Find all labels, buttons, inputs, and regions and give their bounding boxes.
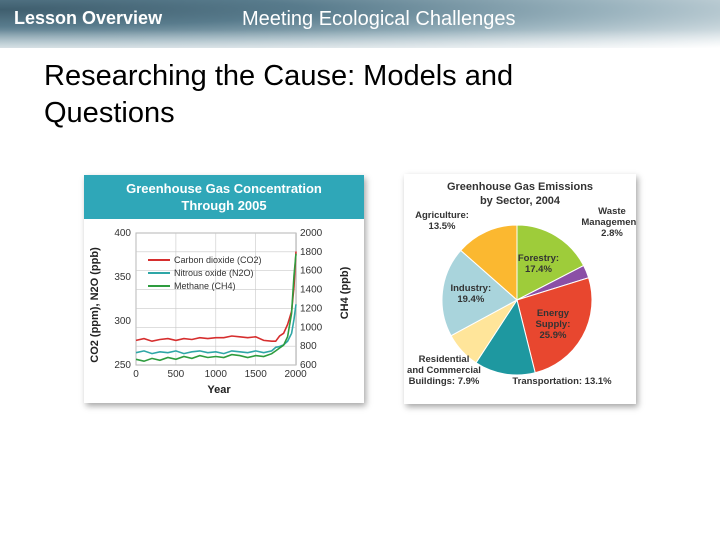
x-axis-label: Year [207,384,231,396]
chart-legend: Carbon dioxide (CO2) Nitrous oxide (N2O) M… [148,255,262,291]
x-tick-label: 2000 [284,369,307,380]
pie-title-line2: by Sector, 2004 [480,195,561,207]
pie-slice [460,224,518,302]
emissions-chart-figure: Greenhouse Gas Emissions by Sector, 2004 … [404,174,636,404]
lesson-label: Lesson Overview [14,8,163,28]
x-tick-label: 0 [133,369,139,380]
legend-label: Carbon dioxide (CO2) [174,255,262,265]
y-right-tick-label: 1400 [300,285,323,296]
pie-slice-label: Residential and Commercial Buildings: 7.9% [407,354,481,387]
y-right-tick-label: 2000 [300,228,323,239]
x-tick-label: 500 [168,369,185,380]
y-left-tick-label: 350 [114,272,131,283]
y-right-tick-label: 1000 [300,322,323,333]
y-right-tick-label: 800 [300,341,317,352]
y-right-tick-label: 1800 [300,247,323,258]
y-right-tick-label: 600 [300,360,317,371]
series-line-3 [135,253,297,363]
pie-slice-label: WasteManagement:2.8% [581,206,636,239]
pie-slice-label: Energy Supply: 25.9% [536,308,571,341]
chart-title-bar [84,175,364,219]
chart-title-line1: Greenhouse Gas Concentration [126,181,322,196]
section-title: Meeting Ecological Challenges [242,8,516,30]
pie-slice-label: Transportation: 13.1% [512,376,612,387]
header-fade [0,30,720,70]
pie-slice-label: Industry: 19.4% [450,283,491,305]
chart-title-line2: Through 2005 [181,198,266,213]
pie-slice [441,249,518,337]
x-tick-label: 1000 [205,369,228,380]
y-axis-left-label: CO2 (ppm), N2O (ppb) [89,247,101,363]
chart-grid [135,232,297,366]
pie-slice-label: Agriculture: 13.5% [415,210,469,232]
pie-labels: Forestry:17.4% WasteManagement:2.8% Energy… [407,206,636,387]
y-right-tick-label: 1200 [300,303,323,314]
concentration-chart-figure: Greenhouse Gas Concentration Through 200… [84,175,364,403]
legend-label: Methane (CH4) [174,281,236,291]
pie-title: Greenhouse Gas Emissions by Sector, 2004 [447,181,593,207]
y-left-tick-label: 300 [114,316,131,327]
slide-title-line2: Questions [44,97,175,129]
pie-slice-label: Forestry: 17.4% [518,253,559,275]
series-line-1 [135,251,297,343]
pie-slice [516,277,593,374]
pie-slice [475,298,536,376]
chart-ticks: 0 500 1000 1500 2000 250 300 350 400 600 800 1000 12… [114,228,322,380]
x-tick-label: 1500 [245,369,268,380]
y-left-tick-label: 250 [114,360,131,371]
y-right-tick-label: 1600 [300,266,323,277]
pie-slices [441,224,593,376]
pie-title-line1: Greenhouse Gas Emissions [447,181,593,193]
legend-label: Nitrous oxide (N2O) [174,268,254,278]
concentration-chart: Greenhouse Gas Concentration Through 200… [84,175,364,396]
slide-title-line1: Researching the Cause: Models and [44,60,514,92]
slide-title: Researching the Cause: Models and Questi… [44,58,664,132]
y-axis-right-label: CH4 (ppb) [339,266,351,319]
pie-slice [516,224,585,301]
chart-series [135,251,297,363]
y-left-tick-label: 400 [114,228,131,239]
